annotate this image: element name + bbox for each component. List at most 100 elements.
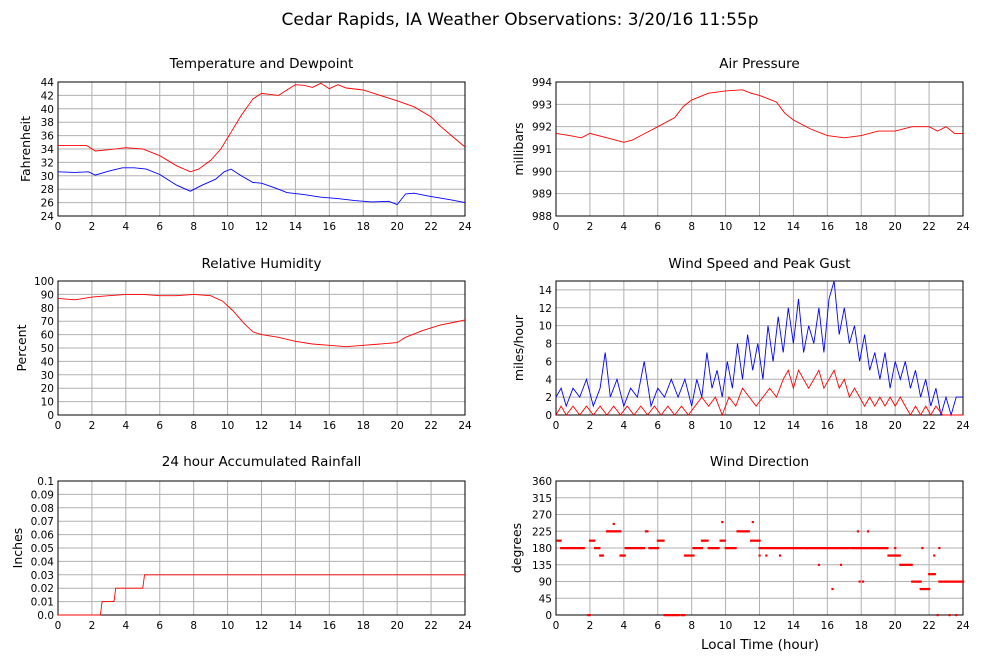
scatter-point	[577, 547, 580, 550]
scatter-point	[628, 547, 631, 550]
series-line-wind-1	[555, 369, 963, 417]
scatter-point	[619, 530, 622, 533]
x-tick-label: 12	[255, 221, 268, 233]
x-tick-label: 10	[221, 221, 234, 233]
scatter-point	[824, 547, 827, 550]
scatter-point	[818, 547, 821, 550]
y-tick-label: 0	[47, 410, 54, 422]
y-tick-label: 40	[41, 356, 54, 368]
scatter-point	[834, 547, 838, 550]
scatter-point	[685, 554, 688, 557]
x-tick-label: 8	[688, 620, 695, 632]
scatter-point	[762, 547, 765, 550]
x-tick-label: 2	[89, 620, 96, 632]
scatter-point	[798, 547, 802, 550]
y-tick-label: 0.07	[31, 516, 54, 528]
scatter-point	[710, 547, 713, 550]
scatter-point	[911, 580, 914, 583]
scatter-point	[594, 547, 597, 550]
scatter-point	[781, 547, 785, 550]
x-tick-label: 20	[888, 620, 901, 632]
x-tick-label: 22	[424, 420, 437, 432]
scatter-point	[737, 530, 741, 533]
scatter-point	[898, 554, 901, 557]
scatter-point	[623, 554, 626, 557]
x-tick-label: 18	[855, 420, 868, 432]
scatter-point	[680, 614, 683, 617]
scatter-point	[867, 530, 870, 533]
y-tick-label: 6	[545, 356, 552, 368]
scatter-point	[616, 530, 619, 533]
x-tick-label: 12	[753, 221, 766, 233]
scatter-point	[656, 539, 659, 542]
scatter-point	[885, 547, 888, 550]
scatter-point	[867, 547, 871, 550]
scatter-point	[630, 547, 633, 550]
scatter-point	[655, 547, 658, 550]
series-line-humidity-0	[57, 293, 466, 348]
scatter-point	[842, 547, 845, 550]
scatter-point	[714, 547, 717, 550]
x-tick-label: 10	[221, 420, 234, 432]
x-tick-label: 20	[888, 221, 901, 233]
scatter-point	[786, 547, 789, 550]
scatter-point	[956, 580, 959, 583]
x-tick-label: 6	[654, 620, 661, 632]
scatter-point	[722, 539, 725, 542]
series-direction-0	[556, 520, 965, 617]
scatter-point	[574, 547, 577, 550]
scatter-point	[801, 547, 804, 550]
scatter-point	[945, 580, 948, 583]
y-tick-label: 100	[34, 276, 54, 288]
scatter-point	[925, 587, 928, 591]
scatter-point	[877, 547, 880, 550]
y-tick-label: 30	[41, 370, 54, 382]
scatter-point	[582, 547, 585, 550]
y-axis-label-rain: Inches	[10, 528, 25, 569]
scatter-point	[839, 547, 842, 550]
scatter-point	[733, 547, 736, 550]
x-tick-label: 16	[323, 620, 337, 632]
y-tick-label: 12	[539, 303, 552, 315]
scatter-point	[933, 554, 936, 557]
y-tick-label: 90	[41, 289, 54, 301]
x-tick-label: 12	[753, 620, 766, 632]
scatter-point	[664, 614, 668, 617]
scatter-point	[699, 547, 702, 550]
scatter-point	[614, 530, 618, 533]
scatter-point	[939, 580, 942, 583]
scatter-point	[648, 547, 651, 550]
y-tick-label: 4	[545, 374, 552, 386]
x-tick-label: 18	[357, 420, 370, 432]
x-tick-label: 6	[156, 620, 163, 632]
scatter-point	[936, 614, 939, 617]
scatter-point	[840, 547, 843, 550]
x-tick-label: 14	[289, 420, 303, 432]
y-axis-label-direction: degrees	[509, 523, 524, 573]
scatter-point	[631, 547, 634, 550]
scatter-point	[567, 547, 570, 550]
scatter-point	[751, 520, 754, 524]
scatter-point	[599, 554, 602, 557]
y-tick-label: 42	[41, 90, 54, 102]
scatter-point	[764, 547, 767, 550]
x-tick-label: 24	[458, 420, 472, 432]
scatter-point	[957, 580, 960, 583]
scatter-point	[833, 547, 836, 550]
scatter-point	[706, 539, 709, 542]
scatter-point	[634, 547, 637, 550]
scatter-point	[822, 547, 826, 550]
scatter-point	[952, 580, 955, 583]
scatter-point	[758, 539, 761, 542]
x-axis-label: Local Time (hour)	[701, 637, 819, 653]
x-tick-label: 8	[190, 420, 197, 432]
x-tick-label: 12	[255, 420, 268, 432]
x-tick-label: 20	[390, 420, 403, 432]
scatter-point	[831, 587, 834, 591]
scatter-point	[926, 587, 929, 591]
y-tick-label: 24	[41, 211, 55, 223]
scatter-point	[765, 554, 768, 557]
